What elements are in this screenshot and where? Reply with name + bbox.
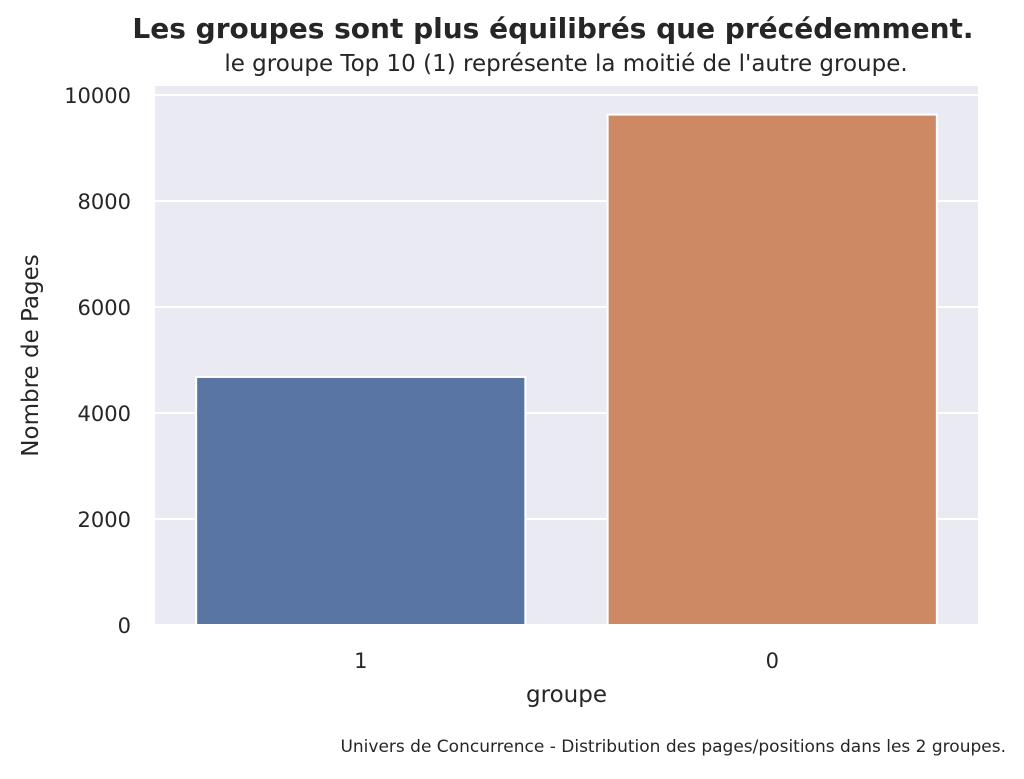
chart-subtitle: le groupe Top 10 (1) représente la moiti… — [224, 51, 908, 77]
y-tick-label: 10000 — [64, 84, 131, 108]
x-tick-label: 0 — [766, 649, 779, 673]
y-tick-labels: 0 2000 4000 6000 8000 10000 — [64, 84, 131, 638]
chart-title: Les groupes sont plus équilibrés que pré… — [132, 12, 974, 45]
x-axis-label: groupe — [526, 682, 607, 708]
x-tick-label: 1 — [354, 649, 367, 673]
y-tick-label: 0 — [118, 614, 131, 638]
y-axis-label: Nombre de Pages — [18, 254, 44, 456]
bars — [195, 113, 938, 627]
bar-group-0 — [606, 113, 938, 627]
y-tick-label: 2000 — [78, 508, 131, 532]
bar-group-1 — [195, 375, 527, 626]
y-tick-label: 8000 — [78, 190, 131, 214]
y-tick-label: 4000 — [78, 402, 131, 426]
chart-caption: Univers de Concurrence - Distribution de… — [340, 737, 1006, 757]
y-tick-label: 6000 — [78, 296, 131, 320]
